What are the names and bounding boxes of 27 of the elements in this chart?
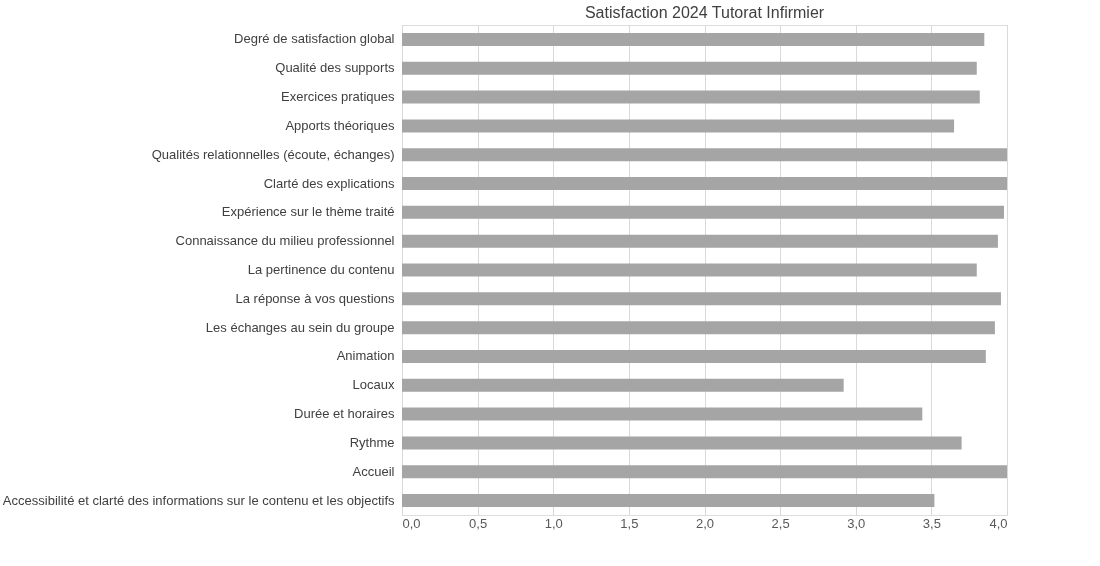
- y-tick-label: Exercices pratiques: [281, 89, 395, 105]
- x-tick-label: 1,5: [620, 515, 639, 531]
- y-tick-label: La pertinence du contenu: [247, 262, 395, 277]
- chart-title: Satisfaction 2024 Tutorat Infirmier: [584, 4, 825, 21]
- x-tick-label: 4,0: [989, 515, 1008, 531]
- y-tick-label: Locaux: [352, 377, 395, 393]
- y-tick-label: La réponse à vos questions: [235, 290, 395, 306]
- y-tick-label: Accessibilité et clarté des informations sur le contenu et les objectifs: [2, 492, 395, 508]
- y-tick-label: Animation: [336, 348, 395, 364]
- y-tick-label: Degré de satisfaction global: [234, 31, 395, 47]
- x-tick-label: 3,5: [922, 515, 941, 531]
- y-tick-label: Apports théoriques: [285, 117, 395, 133]
- x-tick-label: 1,0: [544, 515, 563, 531]
- x-tick-label: 2,5: [771, 515, 790, 531]
- y-tick-label: Les échanges au sein du groupe: [205, 319, 395, 335]
- y-tick-label: Durée et horaires: [294, 406, 395, 422]
- x-tick-label: 2,0: [695, 515, 715, 531]
- y-tick-label: Clarté des explications: [263, 175, 395, 191]
- y-tick-label: Expérience sur le thème traité: [221, 204, 395, 220]
- y-tick-label: Qualité des supports: [275, 60, 395, 76]
- y-tick-label: Qualités relationnelles (écoute, échanges): [151, 146, 395, 162]
- x-tick-label: 0,5: [469, 515, 488, 531]
- y-tick-label: Accueil: [352, 463, 395, 479]
- y-tick-label: Rythme: [349, 434, 395, 450]
- x-tick-label: 0,0: [402, 515, 421, 531]
- y-tick-label: Connaissance du milieu professionnel: [175, 233, 395, 249]
- x-tick-label: 3,0: [847, 515, 866, 531]
